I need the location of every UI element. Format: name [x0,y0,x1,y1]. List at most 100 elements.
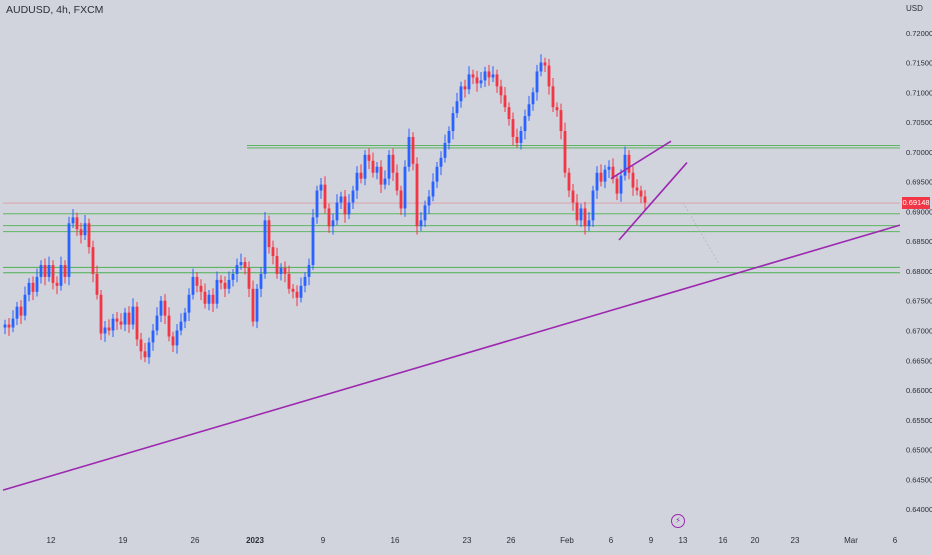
candle-body [323,184,327,209]
candle-body [451,113,455,132]
price-tick-label: 0.64500 [906,475,932,484]
candle-body [259,273,263,289]
candle-body [123,312,127,325]
candle [535,64,539,101]
candle [235,258,239,283]
candle-body [83,223,87,236]
candle-body [367,154,371,161]
candle-body [171,336,175,346]
candle-body [443,142,447,158]
candle [219,275,223,290]
candle [435,161,439,189]
candle-body [615,178,619,194]
candle [111,313,115,338]
candle [23,286,27,321]
candle-body [495,74,499,87]
candle-body [15,306,19,319]
time-tick-label: 6 [609,536,614,545]
current-price-label: 0.69148 [902,196,930,209]
candle [555,102,559,117]
price-tick-label: 0.70500 [906,118,932,127]
candle-body [435,166,439,182]
candle [87,218,91,254]
candle [331,213,335,235]
candle [579,203,583,227]
candle [27,278,31,302]
time-tick-label: 6 [893,536,898,545]
price-chart[interactable] [0,0,901,530]
candle-body [351,190,355,203]
candle-body [455,101,459,114]
candle-body [35,276,39,292]
candle-body [391,154,395,173]
candle-body [631,172,635,188]
candle-body [207,294,211,304]
candle-body [515,136,519,143]
candle-body [423,205,427,221]
candle-body [563,131,567,173]
candle [407,128,411,172]
candle-body [463,86,467,90]
price-axis[interactable]: 0.64000 0.64500 0.65000 0.65500 0.66000 0.665… [900,0,932,530]
candle [3,319,7,335]
candle [495,69,499,93]
candle-body [119,321,123,325]
candle [427,189,431,214]
candle-body [439,157,443,167]
candle-body [603,169,607,182]
candle-body [291,288,295,292]
candle [135,301,139,346]
candle-body [635,187,639,191]
candle [247,261,251,298]
time-tick-label: Feb [560,536,574,545]
candle-body [71,217,75,224]
symbol-title[interactable]: AUDUSD, 4h, FXCM [6,4,104,16]
candle [367,148,371,170]
candle [395,164,399,196]
candle [127,306,131,333]
candle [639,185,643,204]
candle [71,209,75,229]
price-tick-label: 0.69500 [906,178,932,187]
candle [83,214,87,240]
candle-body [459,86,463,102]
candle-body [271,247,275,257]
lightning-icon[interactable]: ⚡ [671,514,685,528]
candle-body [315,190,319,218]
candle [287,265,291,294]
candle-body [339,196,343,203]
candle-body [275,256,279,274]
time-tick-label: 23 [463,536,472,545]
candle [379,160,383,193]
candle-body [335,202,339,221]
candle-body [415,163,419,227]
candle [303,272,307,293]
candle-body [179,321,183,331]
time-axis[interactable]: 12 19 26 2023 9 16 23 26 Feb 6 9 13 16 20 23 Mar 6 [0,530,900,550]
candle [479,72,483,89]
candle-body [619,175,623,194]
candle [195,272,199,293]
candle [411,132,415,171]
candle [511,112,515,146]
candle [103,320,107,342]
time-tick-label: 2023 [246,536,264,545]
candle [391,148,395,182]
candle-body [503,95,507,108]
candle [231,269,235,287]
candle [175,323,179,354]
price-tick-label: 0.66000 [906,386,932,395]
candle [79,222,83,244]
candle-body [131,306,135,325]
price-tick-label: 0.64000 [906,505,932,514]
candle-body [611,166,615,179]
candle [439,151,443,176]
candle-body [355,172,359,191]
price-tick-label: 0.68500 [906,237,932,246]
candle-body [295,291,299,298]
candle-body [263,220,267,274]
candle [307,258,311,286]
candle [255,284,259,329]
candle [339,191,343,210]
chart-area[interactable] [0,0,901,530]
